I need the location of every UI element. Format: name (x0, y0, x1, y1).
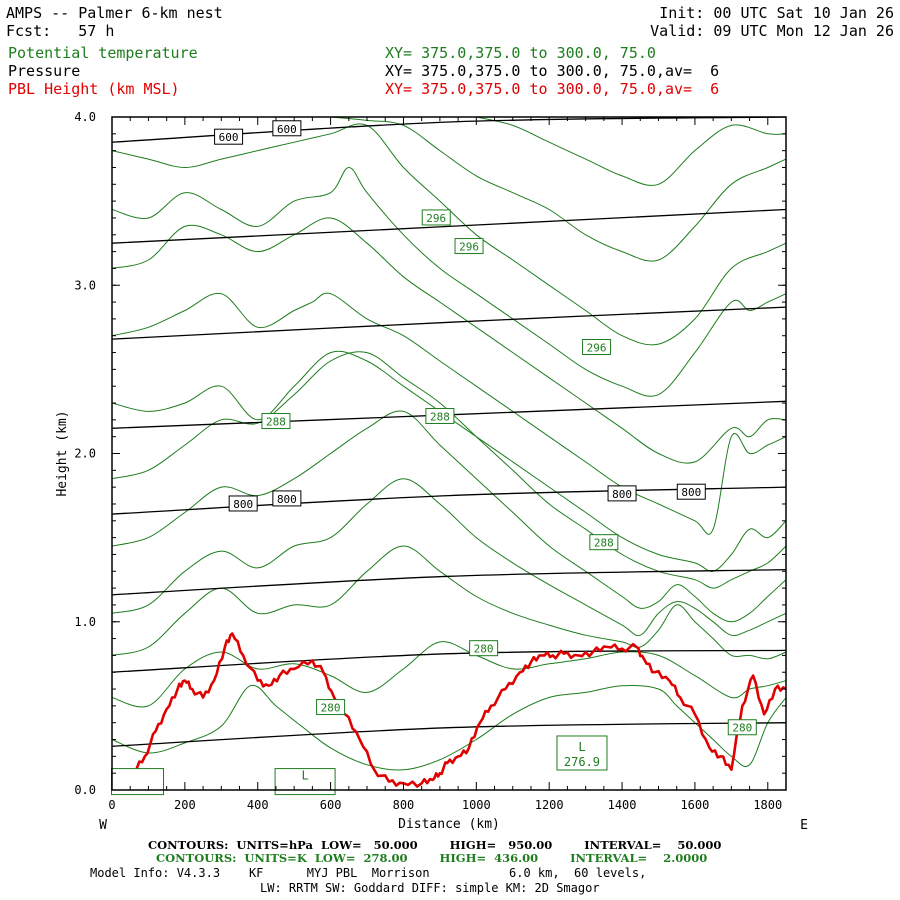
field-pbl-name: PBL Height (km MSL) (8, 80, 180, 98)
pressure-label-box (676, 483, 706, 500)
theta-label-box (582, 339, 612, 356)
x-tick-label: 1000 (462, 798, 491, 812)
pressure-label-box (214, 128, 244, 145)
footer-model-info: Model Info: V4.3.3 KF MYJ PBL Morrison 6… (90, 866, 647, 880)
pbl-height-line (111, 632, 787, 788)
theta-contour-3 (111, 478, 787, 637)
theta-label: 296 (426, 212, 446, 225)
theta-label: 288 (430, 410, 450, 423)
x-tick-label: 800 (393, 798, 415, 812)
theta-label-box (589, 534, 619, 551)
x-tick-label: 1200 (535, 798, 564, 812)
low-marker-value: 276.9 (564, 755, 600, 769)
theta-label-box (727, 719, 757, 736)
theta-label: 280 (732, 722, 752, 735)
theta-contour-1 (111, 641, 787, 708)
theta-label: 296 (459, 241, 479, 254)
valid-time: Valid: 09 UTC Mon 12 Jan 26 (650, 22, 894, 40)
field-pressure-name: Pressure (8, 62, 81, 80)
field-theta-xy: XY= 375.0,375.0 to 300.0, 75.0 (385, 44, 656, 62)
pressure-isobar-1 (111, 208, 787, 244)
theta-label: 288 (594, 537, 614, 550)
x-tick-label: 1400 (608, 798, 637, 812)
y-tick-label: 1.0 (74, 615, 96, 629)
theta-contour-2 (111, 545, 787, 660)
x-tick-label: 600 (320, 798, 342, 812)
pressure-label: 600 (219, 131, 239, 144)
field-pbl-xy: XY= 375.0,375.0 to 300.0, 75.0,av= 6 (385, 80, 720, 98)
theta-label-box (469, 640, 499, 657)
low-marker: L (578, 740, 585, 754)
pressure-isobar-7 (111, 722, 787, 747)
west-label: W (99, 818, 107, 833)
x-axis-label: Distance (km) (398, 817, 500, 832)
theta-contour-9 (111, 166, 787, 397)
theta-label-box (261, 413, 291, 430)
x-tick-label: 1600 (680, 798, 709, 812)
x-tick-label: 400 (247, 798, 269, 812)
theta-contour-5 (111, 351, 787, 589)
low-marker: L (301, 769, 308, 783)
east-label: E (800, 818, 808, 833)
y-axis-label: Height (km) (55, 410, 70, 496)
theta-contour-11 (330, 116, 787, 262)
theta-label-box (421, 209, 451, 226)
forecast-hour: Fcst: 57 h (6, 22, 115, 40)
pbl-height-series (111, 632, 787, 788)
y-tick-label: 0.0 (74, 783, 96, 797)
theta-label-box (316, 699, 346, 716)
pressure-label: 600 (277, 123, 297, 136)
x-tick-label: 1800 (753, 798, 782, 812)
low-marker-box (556, 735, 608, 771)
pressure-isobar-5 (111, 568, 787, 596)
field-theta-name: Potential temperature (8, 44, 198, 62)
theta-contour-10 (111, 123, 787, 346)
footer-pressure-contours: CONTOURS: UNITS=hPa LOW= 50.000 HIGH= 95… (148, 838, 722, 852)
pressure-isobar-0 (111, 116, 787, 143)
theta-label-box (454, 238, 484, 255)
pressure-label-box (607, 485, 637, 502)
footer-theta-contours: CONTOURS: UNITS=K LOW= 278.00 HIGH= 436.… (156, 851, 708, 865)
pressure-label: 800 (681, 486, 701, 499)
theta-label: 296 (587, 342, 607, 355)
theta-contour-6 (111, 350, 787, 572)
y-tick-label: 2.0 (74, 447, 96, 461)
pressure-isobar-2 (111, 306, 787, 340)
pressure-label-box (228, 495, 258, 512)
pressure-label: 800 (233, 498, 253, 511)
theta-contour-8 (111, 217, 787, 464)
theta-label-box (425, 407, 455, 424)
field-pressure-xy: XY= 375.0,375.0 to 300.0, 75.0,av= 6 (385, 62, 720, 80)
theta-label: 280 (474, 643, 494, 656)
theta-contour-7 (111, 292, 787, 535)
pressure-label: 800 (277, 493, 297, 506)
x-tick-label: 200 (174, 798, 196, 812)
pressure-label-box (272, 120, 302, 137)
theta-contour-12 (476, 116, 787, 186)
pressure-label: 800 (612, 488, 632, 501)
theta-label: 288 (266, 416, 286, 429)
pressure-label-box (272, 490, 302, 507)
chart-title: AMPS -- Palmer 6-km nest (6, 4, 223, 22)
x-tick-label: 0 (108, 798, 115, 812)
footer-physics: LW: RRTM SW: Goddard DIFF: simple KM: 2D… (260, 881, 600, 895)
init-time: Init: 00 UTC Sat 10 Jan 26 (659, 4, 894, 22)
y-tick-label: 3.0 (74, 278, 96, 292)
y-tick-label: 4.0 (74, 110, 96, 124)
axes: 0 200 400 600 800 1000 1200 1400 1600 1800 0.0 1.0 2… (74, 110, 787, 812)
theta-label: 280 (321, 702, 341, 715)
pressure-isobar-6 (111, 649, 787, 673)
